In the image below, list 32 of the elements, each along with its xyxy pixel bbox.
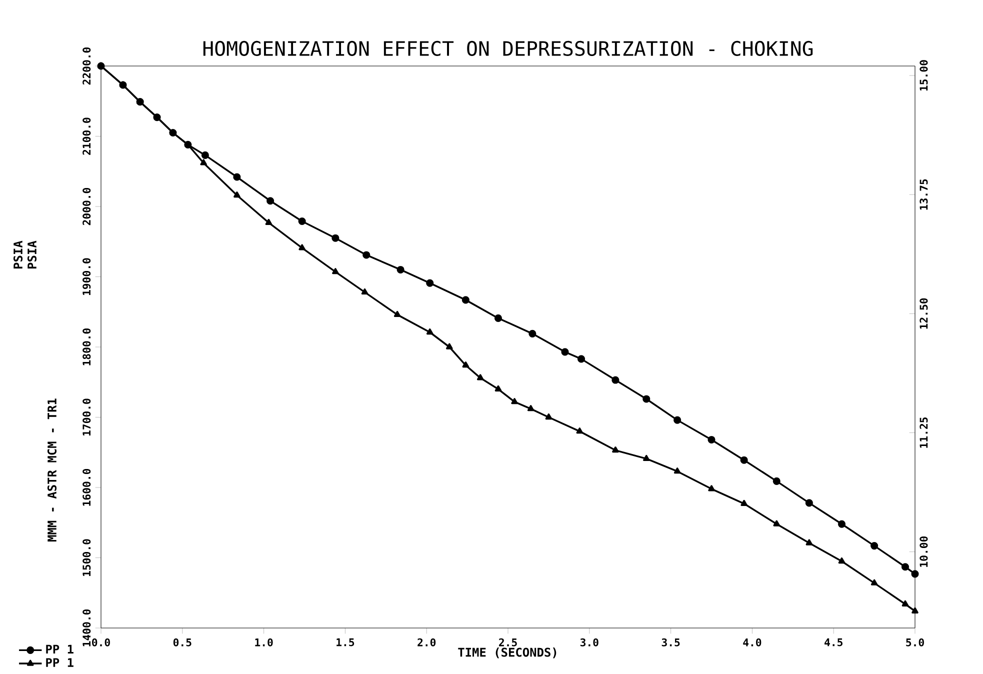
x-axis-title: TIME (SECONDS) (458, 648, 556, 658)
y2-tick-label: 15.00 (920, 60, 928, 91)
x-tick-label: 5.0 (906, 638, 924, 646)
x-tick-label: 0.5 (173, 638, 192, 646)
y-tick-label: 1900.0 (82, 258, 91, 295)
x-tick-label: 2.0 (418, 638, 436, 646)
legend-label: PP 1 (46, 658, 74, 667)
y-tick-label: 1400.0 (82, 609, 91, 646)
y-tick-label: 1500.0 (82, 539, 91, 576)
y-tick-label: 2000.0 (82, 188, 91, 226)
x-tick-label: 1.5 (336, 638, 354, 646)
y-tick-label: 1700.0 (82, 398, 91, 436)
x-tick-label: 4.5 (824, 638, 842, 646)
y-tick-label: 2100.0 (82, 118, 91, 155)
x-tick-label: 3.0 (580, 638, 598, 646)
y2-tick-label: 10.00 (920, 536, 928, 567)
y-tick-label: 2200.0 (82, 47, 91, 85)
y2-tick-label: 12.50 (920, 298, 928, 329)
y-axis-title: MMM - ASTR MCM - TR1 (47, 398, 57, 542)
text: PSIA (27, 240, 37, 268)
text: PSIA (13, 240, 23, 268)
x-tick-label: 0.0 (92, 638, 110, 646)
x-tick-label: 1.0 (255, 638, 273, 646)
y-tick-label: 1600.0 (82, 468, 91, 506)
y-tick-label: 1800.0 (82, 328, 91, 366)
x-tick-label: 2.5 (499, 638, 517, 646)
y2-tick-label: 11.25 (920, 417, 928, 448)
x-tick-label: 4.0 (743, 638, 762, 646)
y2-tick-label: 13.75 (920, 179, 928, 210)
chart-title: HOMOGENIZATION EFFECT ON DEPRESSURIZATION - CHOKING (203, 40, 813, 56)
x-tick-label: 3.5 (662, 638, 680, 646)
legend-label: PP 1 (46, 644, 74, 654)
